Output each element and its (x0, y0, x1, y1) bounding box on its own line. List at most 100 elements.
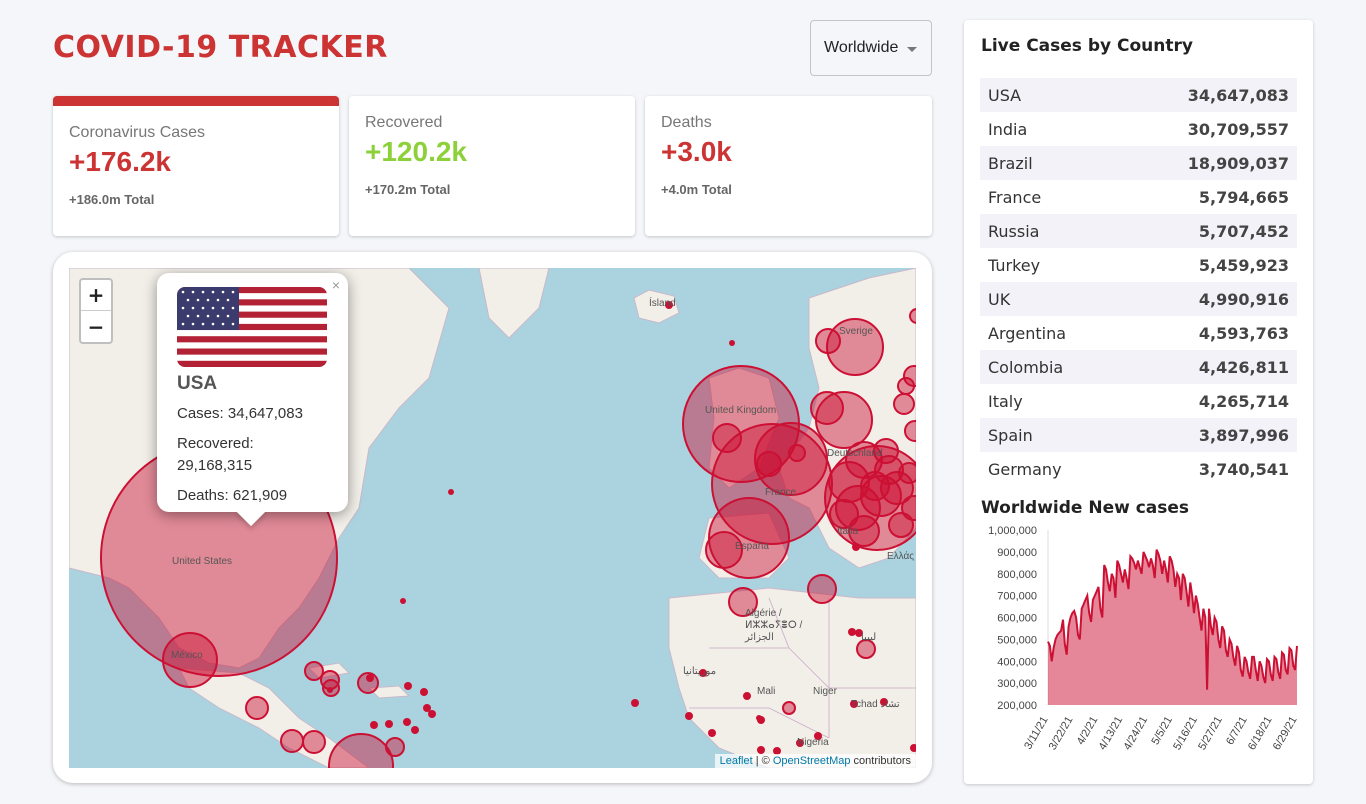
us-flag-image (177, 287, 327, 367)
case-circle-marker[interactable] (856, 639, 876, 659)
case-circle-marker[interactable] (320, 670, 340, 690)
country-cases: 4,265,714 (1198, 391, 1289, 411)
map[interactable]: Ísland Sverige United Kingdom France Esp… (69, 268, 916, 768)
country-popup: × (157, 273, 348, 527)
table-row: Argentina 4,593,763 (980, 316, 1297, 350)
case-circle-marker[interactable] (729, 340, 735, 346)
case-circle-marker[interactable] (705, 531, 743, 569)
case-circle-marker[interactable] (850, 700, 858, 708)
case-circle-marker[interactable] (828, 461, 870, 503)
case-circle-marker[interactable] (782, 701, 796, 715)
case-circle-marker[interactable] (874, 455, 904, 485)
case-circle-marker[interactable] (910, 744, 916, 752)
case-circle-marker[interactable] (665, 301, 673, 309)
case-circle-marker[interactable] (245, 696, 269, 720)
case-circle-marker[interactable] (711, 423, 833, 545)
case-circle-marker[interactable] (757, 746, 765, 754)
case-circle-marker[interactable] (404, 682, 412, 690)
case-circle-marker[interactable] (852, 543, 860, 551)
case-circle-marker[interactable] (370, 721, 378, 729)
map-label-sweden: Sverige (839, 326, 873, 337)
case-circle-marker[interactable] (411, 726, 419, 734)
case-circle-marker[interactable] (712, 423, 742, 453)
case-circle-marker[interactable] (880, 698, 888, 706)
cases-card[interactable]: Coronavirus Cases +176.2k +186.0m Total (53, 96, 339, 236)
country-name: Brazil (988, 153, 1033, 173)
case-circle-marker[interactable] (860, 475, 902, 517)
case-circle-marker[interactable] (826, 318, 884, 376)
case-circle-marker[interactable] (796, 739, 804, 747)
case-circle-marker[interactable] (788, 444, 806, 462)
case-circle-marker[interactable] (845, 441, 883, 479)
zoom-in-button[interactable]: + (81, 280, 111, 311)
osm-link[interactable]: OpenStreetMap (772, 755, 851, 767)
case-circle-marker[interactable] (400, 598, 406, 604)
table-row: India 30,709,557 (980, 112, 1297, 146)
deaths-card[interactable]: Deaths +3.0k +4.0m Total (645, 96, 932, 236)
table-row: UK 4,990,916 (980, 282, 1297, 316)
case-circle-marker[interactable] (708, 497, 790, 579)
case-circle-marker[interactable] (815, 328, 841, 354)
case-circle-marker[interactable] (728, 587, 758, 617)
case-circle-marker[interactable] (631, 699, 639, 707)
case-circle-marker[interactable] (302, 730, 326, 754)
case-circle-marker[interactable] (743, 692, 751, 700)
case-circle-marker[interactable] (835, 485, 881, 531)
case-circle-marker[interactable] (773, 747, 781, 755)
case-circle-marker[interactable] (420, 688, 428, 696)
case-circle-marker[interactable] (848, 628, 856, 636)
map-label-tchad: Tchad تشاد (851, 699, 900, 710)
leaflet-link[interactable]: Leaflet (719, 755, 753, 767)
close-icon[interactable]: × (331, 277, 340, 293)
case-circle-marker[interactable] (807, 574, 837, 604)
map-label-italy: Italia (837, 526, 859, 537)
case-circle-marker[interactable] (448, 489, 454, 495)
x-tick-label: 6/29/21 (1271, 715, 1300, 753)
case-circle-marker[interactable] (815, 391, 873, 449)
case-circle-marker[interactable] (814, 732, 822, 740)
case-circle-marker[interactable] (810, 391, 844, 425)
country-name: France (988, 187, 1042, 207)
case-circle-marker[interactable] (423, 704, 431, 712)
case-circle-marker[interactable] (162, 632, 218, 688)
case-circle-marker[interactable] (901, 495, 916, 521)
case-circle-marker[interactable] (428, 710, 436, 718)
map-label-us: United States (172, 556, 233, 567)
table-row: Spain 3,897,996 (980, 418, 1297, 452)
case-circle-marker[interactable] (904, 420, 916, 442)
y-tick-label: 900,000 (997, 547, 1037, 559)
country-name: Argentina (988, 323, 1067, 343)
case-circle-marker[interactable] (909, 308, 916, 324)
country-cases: 34,647,083 (1187, 85, 1289, 105)
y-tick-label: 1,000,000 (988, 525, 1037, 537)
case-circle-marker[interactable] (385, 720, 393, 728)
case-circle-marker[interactable] (385, 737, 405, 757)
case-circle-marker[interactable] (888, 512, 914, 538)
x-tick-label: 4/2/21 (1075, 715, 1101, 747)
case-circle-marker[interactable] (898, 462, 916, 484)
case-circle-marker[interactable] (848, 515, 880, 547)
table-row: Italy 4,265,714 (980, 384, 1297, 418)
popup-country-name: USA (177, 373, 218, 394)
country-select[interactable]: Worldwide (810, 20, 932, 76)
case-circle-marker[interactable] (304, 661, 324, 681)
recovered-card[interactable]: Recovered +120.2k +170.2m Total (349, 96, 635, 236)
chevron-down-icon (907, 47, 917, 52)
case-circle-marker[interactable] (280, 729, 304, 753)
zoom-out-button[interactable]: − (87, 314, 105, 339)
case-circle-marker[interactable] (685, 712, 693, 720)
case-circle-marker[interactable] (756, 715, 762, 721)
case-circle-marker[interactable] (897, 377, 915, 395)
case-circle-marker[interactable] (366, 674, 374, 682)
case-circle-marker[interactable] (708, 729, 716, 737)
case-circle-marker[interactable] (855, 629, 863, 637)
case-circle-marker[interactable] (756, 451, 782, 477)
case-circle-marker[interactable] (327, 687, 333, 693)
series-area (1048, 549, 1297, 705)
case-circle-marker[interactable] (403, 718, 411, 726)
case-circle-marker[interactable] (893, 393, 915, 415)
case-circle-marker[interactable] (328, 733, 394, 768)
case-circle-marker[interactable] (880, 471, 914, 505)
table-row: Colombia 4,426,811 (980, 350, 1297, 384)
case-circle-marker[interactable] (699, 669, 707, 677)
